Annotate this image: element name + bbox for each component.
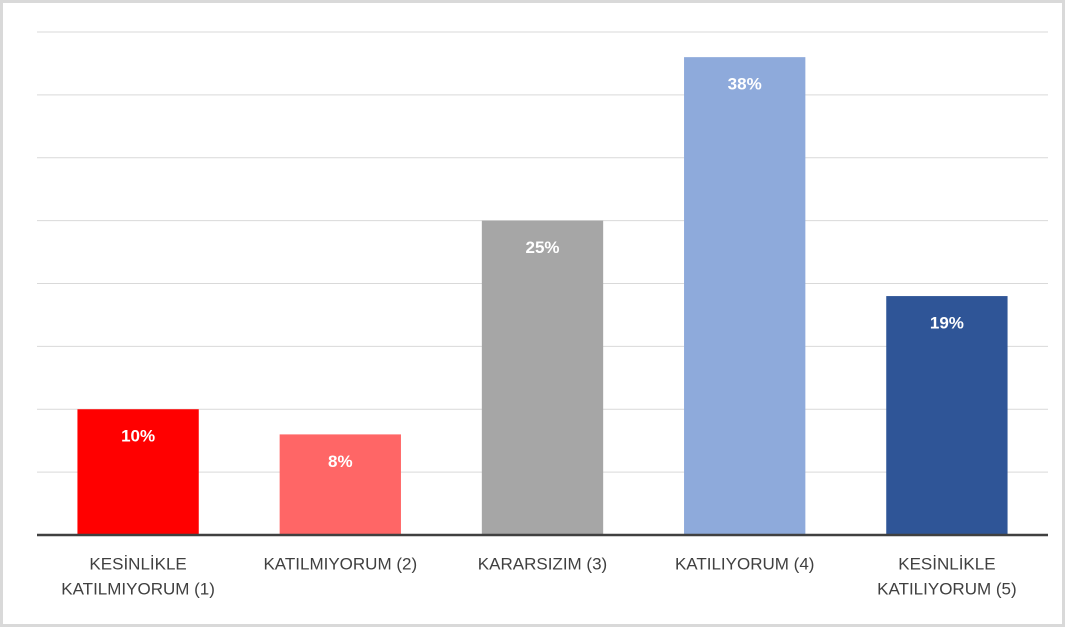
x-tick-label: KATILMIYORUM (2)	[263, 554, 417, 573]
bar	[886, 296, 1008, 535]
bar	[279, 434, 401, 535]
x-tick-label: KATILMIYORUM (1)	[61, 579, 215, 598]
data-label: 10%	[121, 427, 155, 446]
data-label: 25%	[525, 238, 559, 257]
bar	[77, 409, 199, 535]
x-tick-label: KESİNLİKLE	[898, 554, 995, 573]
data-label: 19%	[930, 314, 964, 333]
bar	[481, 220, 604, 535]
x-tick-label: KATILIYORUM (4)	[675, 554, 814, 573]
data-label: 8%	[328, 452, 353, 471]
data-label: 38%	[728, 75, 762, 94]
x-tick-label: KARARSIZIM (3)	[478, 554, 607, 573]
x-tick-label: KESİNLİKLE	[89, 554, 186, 573]
x-tick-label: KATILIYORUM (5)	[877, 579, 1016, 598]
bar	[684, 57, 806, 536]
